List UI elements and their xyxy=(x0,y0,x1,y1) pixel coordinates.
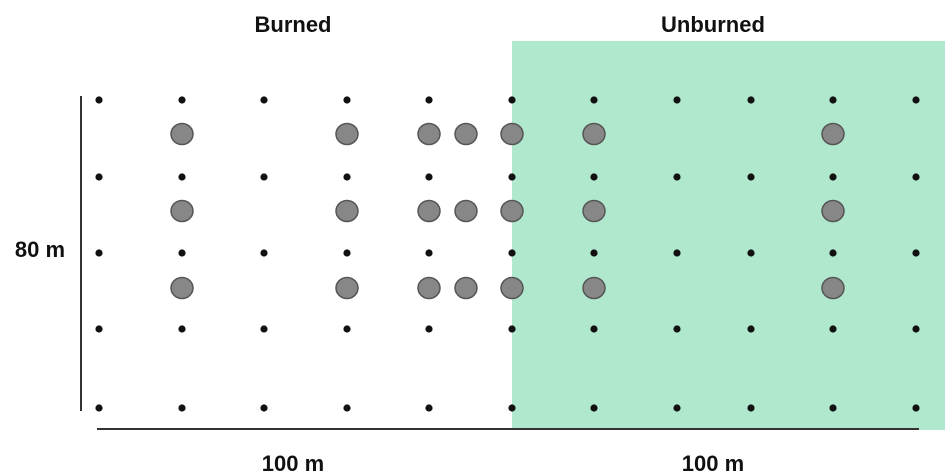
sampling-points xyxy=(95,96,920,412)
unburned-label: Unburned xyxy=(661,12,765,37)
sampling-point xyxy=(343,96,351,104)
vegetation-plot xyxy=(417,199,441,223)
sampling-point xyxy=(425,249,433,257)
sampling-point xyxy=(912,325,920,333)
sampling-point xyxy=(260,249,268,257)
sampling-point xyxy=(747,173,755,181)
sampling-point xyxy=(590,173,598,181)
sampling-point xyxy=(829,96,837,104)
sampling-point xyxy=(343,173,351,181)
sampling-point xyxy=(95,325,103,333)
sampling-point xyxy=(508,96,516,104)
sampling-point xyxy=(912,96,920,104)
sampling-point xyxy=(178,404,186,412)
sampling-point xyxy=(260,96,268,104)
vegetation-plot xyxy=(417,276,441,300)
vegetation-plot xyxy=(500,122,524,146)
sampling-point xyxy=(673,96,681,104)
vegetation-plot xyxy=(500,199,524,223)
vegetation-plot xyxy=(582,199,606,223)
vegetation-plot xyxy=(170,122,194,146)
sampling-point xyxy=(95,249,103,257)
sampling-point xyxy=(425,404,433,412)
vegetation-plot xyxy=(582,122,606,146)
sampling-point xyxy=(508,404,516,412)
sampling-point xyxy=(178,249,186,257)
vegetation-plot xyxy=(417,122,441,146)
sampling-point xyxy=(829,173,837,181)
sampling-point xyxy=(260,173,268,181)
sampling-point xyxy=(178,325,186,333)
sampling-point xyxy=(747,404,755,412)
vegetation-plot xyxy=(821,122,845,146)
vegetation-plot xyxy=(335,122,359,146)
sampling-point xyxy=(508,173,516,181)
width-label-unburned: 100 m xyxy=(682,451,744,475)
sampling-point xyxy=(425,173,433,181)
sampling-point xyxy=(829,325,837,333)
sampling-point xyxy=(747,249,755,257)
sampling-point xyxy=(673,404,681,412)
width-label-burned: 100 m xyxy=(262,451,324,475)
vegetation-plot xyxy=(500,276,524,300)
sampling-point xyxy=(747,96,755,104)
vegetation-plot xyxy=(170,199,194,223)
sampling-point xyxy=(343,249,351,257)
vegetation-plot xyxy=(335,276,359,300)
sampling-point xyxy=(425,325,433,333)
sampling-point xyxy=(912,404,920,412)
vegetation-plot xyxy=(335,199,359,223)
vegetation-plot xyxy=(170,276,194,300)
vegetation-plot xyxy=(821,276,845,300)
sampling-point xyxy=(343,404,351,412)
sampling-point xyxy=(343,325,351,333)
sampling-point xyxy=(590,96,598,104)
unburned-region xyxy=(512,41,945,430)
vegetation-plot xyxy=(454,122,478,146)
burned-label: Burned xyxy=(255,12,332,37)
sampling-point xyxy=(508,325,516,333)
sampling-point xyxy=(95,96,103,104)
sampling-point xyxy=(912,249,920,257)
sampling-point xyxy=(260,404,268,412)
sampling-point xyxy=(673,249,681,257)
sampling-point xyxy=(425,96,433,104)
sampling-point xyxy=(673,173,681,181)
sampling-point xyxy=(95,404,103,412)
sampling-point xyxy=(590,249,598,257)
sampling-point xyxy=(590,404,598,412)
sampling-point xyxy=(673,325,681,333)
sampling-point xyxy=(590,325,598,333)
sampling-point xyxy=(260,325,268,333)
sampling-point xyxy=(747,325,755,333)
sampling-point xyxy=(178,173,186,181)
sampling-point xyxy=(178,96,186,104)
vegetation-plots xyxy=(170,122,845,300)
sampling-point xyxy=(829,404,837,412)
sampling-point xyxy=(912,173,920,181)
vegetation-plot xyxy=(454,276,478,300)
sampling-point xyxy=(508,249,516,257)
vegetation-plot xyxy=(454,199,478,223)
vegetation-plot xyxy=(582,276,606,300)
sampling-point xyxy=(829,249,837,257)
vegetation-plot xyxy=(821,199,845,223)
sampling-point xyxy=(95,173,103,181)
height-label: 80 m xyxy=(15,237,65,262)
